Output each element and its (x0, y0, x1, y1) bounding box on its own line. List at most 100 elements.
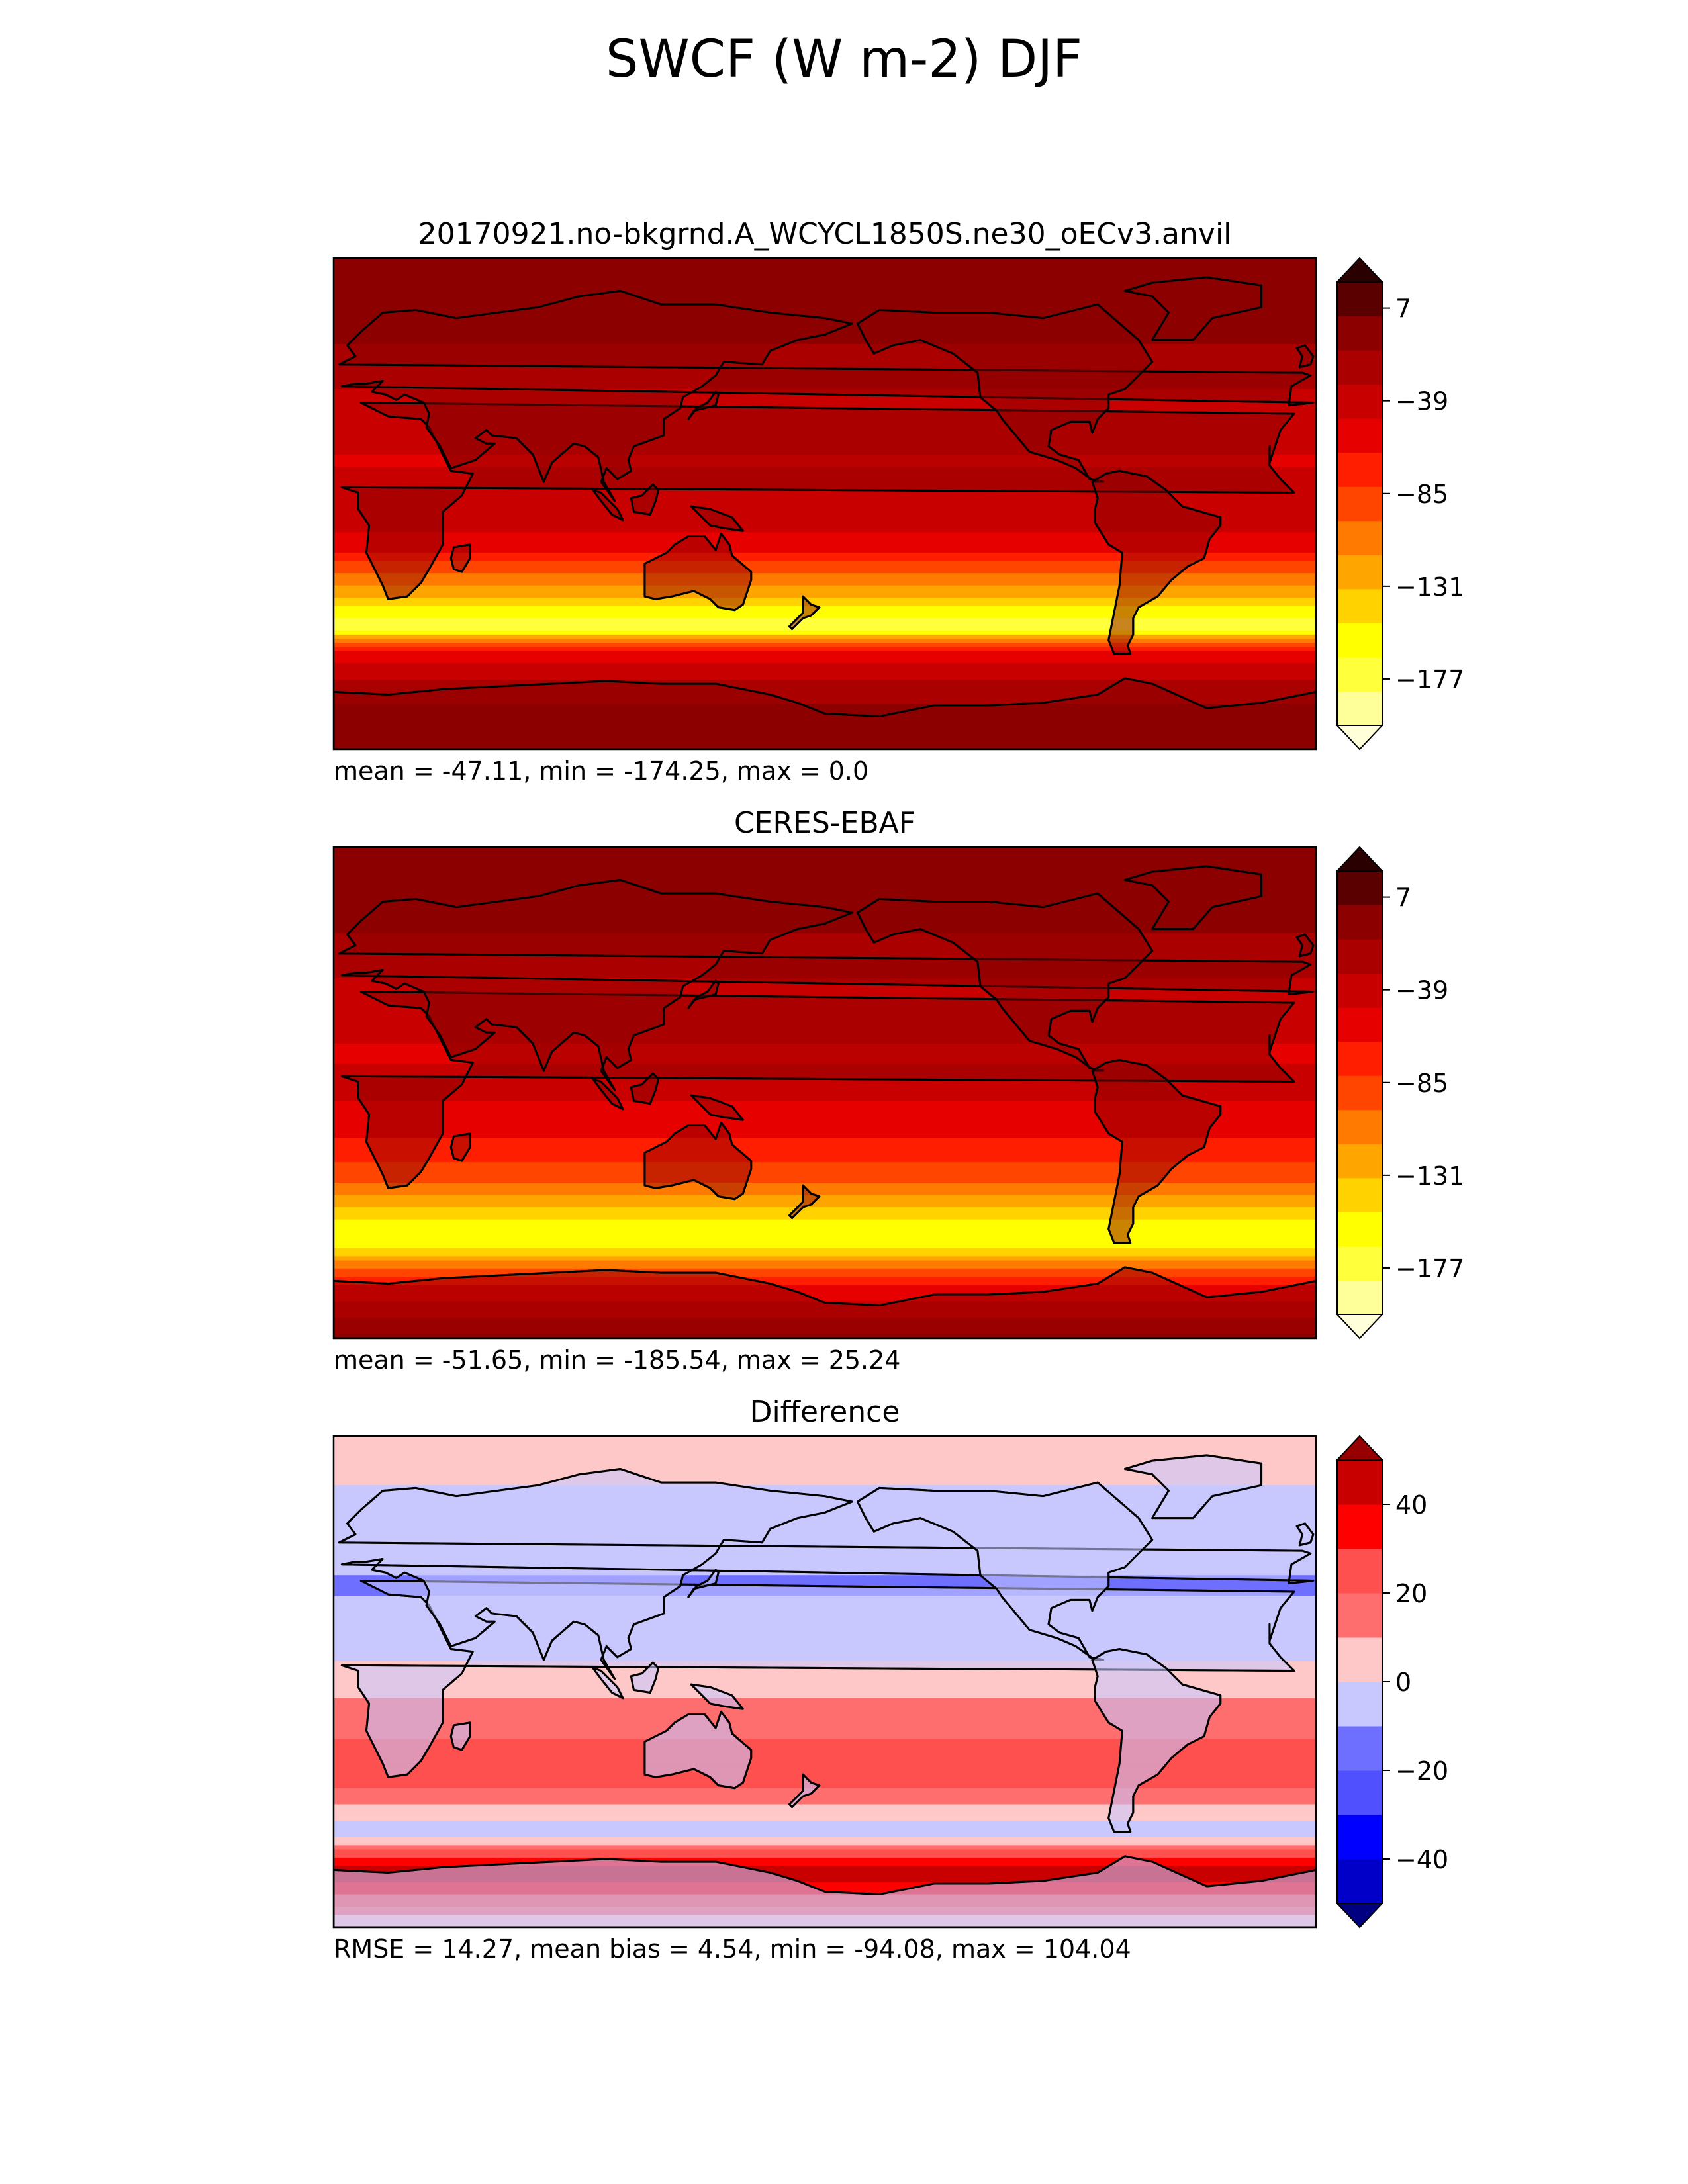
zonal-band (334, 516, 1316, 521)
zonal-band (334, 364, 1316, 369)
zonal-band (334, 298, 1316, 304)
zonal-band (334, 1158, 1316, 1163)
zonal-band (334, 1538, 1316, 1543)
colorbar-tick-label: −131 (1395, 1161, 1464, 1191)
zonal-band (334, 1002, 1316, 1008)
colorbar-tick-label: −85 (1395, 1069, 1448, 1098)
colorbar-level (1337, 1815, 1382, 1860)
coastline-uk (1295, 1522, 1315, 1547)
zonal-band (334, 430, 1316, 435)
zonal-band (334, 1281, 1316, 1286)
zonal-band (334, 1264, 1316, 1269)
panel-1: 20170921.no-bkgrnd.A_WCYCL1850S.ne30_oEC… (332, 217, 1464, 786)
zonal-band (334, 1207, 1316, 1212)
colorbar-level (1337, 418, 1382, 453)
map-frame (332, 1435, 1317, 1929)
zonal-band (334, 655, 1316, 660)
zonal-band (334, 1297, 1316, 1302)
zonal-band (334, 675, 1316, 680)
zonal-band (334, 467, 1316, 472)
zonal-band (334, 962, 1316, 967)
zonal-band (334, 647, 1316, 652)
zonal-band (334, 1821, 1316, 1826)
coastline-borneo (630, 1072, 660, 1105)
zonal-band (334, 553, 1316, 558)
zonal-band (334, 1575, 1316, 1580)
zonal-band (334, 1571, 1316, 1576)
zonal-band (334, 1183, 1316, 1188)
zonal-band (334, 929, 1316, 934)
zonal-band (334, 450, 1316, 455)
zonal-band (334, 258, 1316, 263)
zonal-band (334, 1199, 1316, 1204)
zonal-band (334, 291, 1316, 296)
zonal-band (334, 1138, 1316, 1143)
zonal-band (334, 692, 1316, 697)
figure-title: SWCF (W m-2) DJF (606, 30, 1082, 89)
colorbar-extend-max (1335, 846, 1384, 872)
colorbar-level (1337, 1246, 1382, 1281)
zonal-band (334, 336, 1316, 341)
zonal-band (334, 1669, 1316, 1674)
zonal-band (334, 1645, 1316, 1650)
zonal-band (334, 1853, 1316, 1858)
zonal-band (334, 847, 1316, 852)
zonal-band (334, 1567, 1316, 1572)
zonal-band (334, 1882, 1316, 1888)
zonal-band (334, 1444, 1316, 1449)
zonal-band (334, 1313, 1316, 1319)
zonal-band (334, 540, 1316, 545)
colorbar-level (1337, 1460, 1382, 1505)
zonal-band (334, 1142, 1316, 1147)
coastline-australia (643, 1121, 753, 1201)
zonal-band (334, 949, 1316, 954)
zonal-band (334, 855, 1316, 860)
zonal-band (334, 1657, 1316, 1662)
zonal-band (334, 266, 1316, 271)
zonal-band (334, 446, 1316, 451)
zonal-band (334, 598, 1316, 603)
zonal-band (334, 1452, 1316, 1457)
zonal-band (334, 557, 1316, 562)
zonal-band (334, 863, 1316, 868)
zonal-band (334, 1273, 1316, 1278)
coastline-japan (687, 390, 720, 420)
zonal-band (334, 1825, 1316, 1830)
zonal-band (334, 1849, 1316, 1854)
zonal-band (334, 1526, 1316, 1531)
colorbar: 7 −39 −85 −131 −177 (1335, 846, 1464, 1340)
zonal-band (334, 1256, 1316, 1261)
zonal-band (334, 651, 1316, 656)
coastline-samerica (1091, 1648, 1222, 1833)
zonal-band (334, 1727, 1316, 1732)
coastline-australia (643, 1710, 753, 1790)
zonal-band (334, 679, 1316, 685)
zonal-band (334, 1632, 1316, 1637)
coastline-antarctica (334, 1266, 1316, 1338)
zonal-band (334, 1767, 1316, 1773)
zonal-band (334, 1305, 1316, 1310)
zonal-band (334, 1731, 1316, 1736)
zonal-band (334, 867, 1316, 873)
coastline-newguinea (690, 1094, 744, 1121)
zonal-band (334, 1829, 1316, 1834)
zonal-band (334, 422, 1316, 427)
zonal-band (334, 458, 1316, 464)
colorbar: 40 20 0 −20 −40 (1335, 1435, 1448, 1929)
zonal-band (334, 1244, 1316, 1249)
zonal-band (334, 966, 1316, 971)
colorbar-tick-label: −131 (1395, 572, 1464, 602)
zonal-band (334, 1019, 1316, 1024)
colorbar-tick-label: −39 (1395, 976, 1448, 1005)
zonal-band (334, 1007, 1316, 1012)
zonal-band (334, 1522, 1316, 1527)
zonal-band (334, 311, 1316, 316)
zonal-band (334, 1031, 1316, 1036)
colorbar-level (1337, 1726, 1382, 1771)
zonal-band (334, 659, 1316, 664)
zonal-band (334, 1870, 1316, 1875)
zonal-band (334, 1694, 1316, 1699)
coastline-borneo (630, 483, 660, 516)
zonal-band (334, 851, 1316, 856)
zonal-band (334, 1751, 1316, 1756)
